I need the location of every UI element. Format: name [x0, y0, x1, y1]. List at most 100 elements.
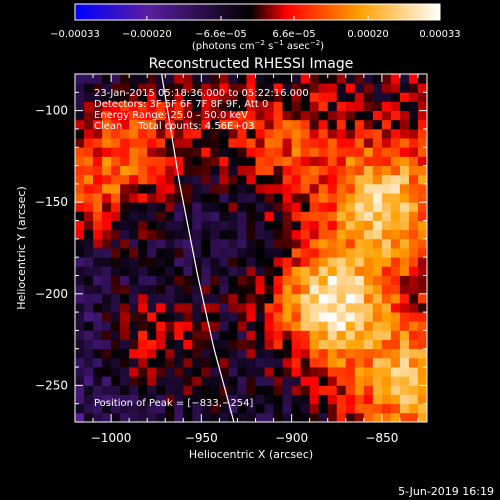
- heatmap-cell: [201, 357, 211, 368]
- heatmap-cell: [273, 266, 283, 276]
- heatmap-cell: [129, 403, 139, 414]
- heatmap-cell: [327, 229, 338, 240]
- heatmap-cell: [291, 138, 302, 148]
- heatmap-cell: [156, 110, 166, 121]
- heatmap-cell: [309, 266, 320, 276]
- solar-limb-curve: [161, 74, 235, 422]
- heatmap-cell: [183, 357, 193, 368]
- heatmap-cell: [219, 174, 229, 185]
- heatmap-cell: [84, 367, 94, 377]
- heatmap-cell: [201, 74, 211, 84]
- heatmap-cell: [273, 83, 283, 93]
- heatmap-cell: [390, 257, 401, 267]
- heatmap-cell: [237, 174, 247, 185]
- heatmap-cell: [345, 119, 356, 130]
- heatmap-cell: [147, 183, 157, 194]
- heatmap-cell: [111, 302, 121, 313]
- heatmap-cell: [129, 312, 139, 322]
- heatmap-cell: [282, 101, 293, 112]
- heatmap-cell: [147, 357, 157, 368]
- heatmap-cell: [165, 220, 175, 231]
- heatmap-cell: [309, 74, 320, 84]
- heatmap-cell: [147, 403, 157, 414]
- heatmap-cell: [237, 92, 247, 102]
- heatmap-cell: [156, 257, 166, 267]
- colorbar-ticks: −0.00033 −0.00020 −6.6e−05 6.6e−05 0.00020 0.…: [50, 16, 461, 40]
- heatmap-cell: [93, 128, 103, 139]
- heatmap-cell: [165, 174, 175, 185]
- heatmap-cell: [201, 165, 211, 176]
- heatmap-cell: [264, 293, 274, 304]
- heatmap-cell: [408, 330, 419, 340]
- heatmap-cell: [111, 165, 121, 176]
- heatmap-cell: [246, 101, 256, 112]
- heatmap-cell: [183, 394, 193, 405]
- heatmap-cell: [408, 348, 419, 359]
- heatmap-cell: [75, 101, 85, 112]
- heatmap-cell: [84, 138, 94, 148]
- heatmap-cell: [174, 147, 184, 157]
- heatmap-cell: [309, 394, 320, 405]
- heatmap-cell: [318, 110, 329, 121]
- heatmap-cell: [156, 119, 166, 130]
- heatmap-cell: [327, 376, 338, 386]
- heatmap-cell: [399, 229, 410, 240]
- heatmap-cell: [210, 220, 220, 231]
- heatmap-cell: [129, 147, 139, 157]
- heatmap-cell: [417, 128, 427, 139]
- heatmap-cell: [246, 257, 256, 267]
- heatmap-cell: [300, 211, 311, 221]
- heatmap-cell: [282, 257, 293, 267]
- heatmap-cell: [228, 220, 238, 231]
- heatmap-cell: [336, 275, 347, 286]
- heatmap-cell: [93, 183, 103, 194]
- heatmap-cell: [228, 312, 238, 322]
- heatmap-cell: [156, 367, 166, 377]
- heatmap-cell: [399, 202, 410, 212]
- heatmap-cell: [363, 248, 374, 258]
- heatmap-cell: [372, 138, 383, 148]
- heatmap-cell: [264, 385, 274, 395]
- heatmap-cell: [147, 412, 157, 422]
- heatmap-cell: [336, 165, 347, 176]
- heatmap-cell: [111, 321, 121, 331]
- heatmap-cell: [156, 275, 166, 286]
- heatmap-cell: [354, 101, 365, 112]
- heatmap-cell: [255, 74, 265, 84]
- annotation-detectors: Detectors: 3F 5F 6F 7F 8F 9F, Att 0: [94, 99, 268, 110]
- heatmap-cell: [300, 284, 311, 295]
- heatmap-cell: [417, 92, 427, 102]
- heatmap-cell: [219, 312, 229, 322]
- heatmap-cell: [138, 110, 148, 121]
- heatmap-cell: [138, 248, 148, 258]
- heatmap-cell: [138, 312, 148, 322]
- heatmap-cell: [147, 156, 157, 166]
- heatmap-cell: [210, 211, 220, 221]
- heatmap-cell: [165, 147, 175, 157]
- heatmap-cell: [408, 165, 419, 176]
- heatmap-cell: [237, 101, 247, 112]
- heatmap-cell: [147, 348, 157, 359]
- heatmap-cell: [228, 339, 238, 350]
- heatmap-cell: [183, 238, 193, 249]
- heatmap-cell: [327, 339, 338, 350]
- heatmap-cell: [372, 110, 383, 121]
- heatmap-cell: [345, 385, 356, 395]
- heatmap-cell: [408, 284, 419, 295]
- colorbar-tick-label: 0.00033: [419, 29, 460, 40]
- heatmap-cell: [129, 183, 139, 194]
- heatmap-cell: [300, 357, 311, 368]
- heatmap-cell: [111, 284, 121, 295]
- heatmap-cell: [237, 284, 247, 295]
- heatmap-cell: [390, 293, 401, 304]
- heatmap-cell: [327, 110, 338, 121]
- heatmap-cell: [138, 229, 148, 240]
- heatmap-cell: [408, 128, 419, 139]
- heatmap-cell: [129, 238, 139, 249]
- heatmap-cell: [417, 367, 427, 377]
- heatmap-cell: [102, 138, 112, 148]
- heatmap-cell: [120, 412, 130, 422]
- heatmap-cell: [390, 147, 401, 157]
- heatmap-cell: [228, 376, 238, 386]
- heatmap-cell: [210, 266, 220, 276]
